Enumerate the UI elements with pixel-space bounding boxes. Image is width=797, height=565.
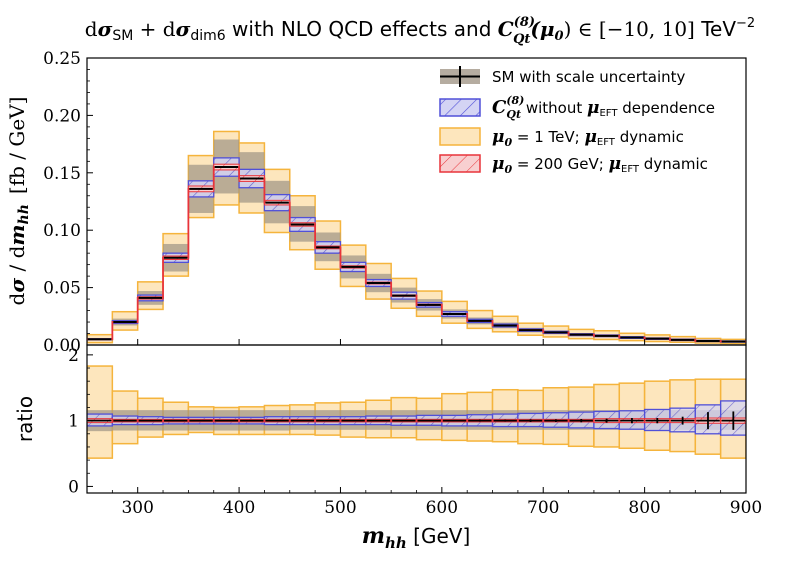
y-top-tick-label-5: 0.25 <box>43 49 81 69</box>
y-axis-label-top: dσ / dmhh [fb / GeV] <box>5 97 32 306</box>
title-plus: + <box>133 17 162 41</box>
legend-orange-post: dynamic <box>615 128 684 146</box>
y-top-tick-label-1: 0.05 <box>43 279 81 299</box>
title-d1: d <box>85 17 98 41</box>
legend-orange-mu: μ <box>584 127 596 147</box>
legend-orange-mu-sub: EFT <box>597 137 616 148</box>
y-axis-label-bottom: ratio <box>13 396 37 442</box>
y-bottom-tick-label-1: 1 <box>68 412 79 432</box>
x-label-var-sub: hh <box>385 534 407 552</box>
legend-red-eq: = 200 GeV; <box>512 155 608 173</box>
legend-blue-coef: C <box>492 97 507 118</box>
title-d2: d <box>163 17 176 41</box>
y-bottom-tick-label-0: 0 <box>68 477 79 497</box>
x-tick-label-2: 500 <box>324 498 356 518</box>
legend-red-mu0: μ <box>492 154 504 174</box>
legend-orange-eq: = 1 TeV; <box>512 128 584 146</box>
legend-blue-post: dependence <box>617 99 715 117</box>
legend-label-red: μ0 = 200 GeV; μEFT dynamic <box>492 154 708 176</box>
y-top-tick-label-2: 0.10 <box>43 221 81 241</box>
title-range: ) ∈ [−10, 10] <box>564 17 702 41</box>
legend-swatch-orange <box>439 127 481 146</box>
legend-item-orange: μ0 = 1 TeV; μEFT dynamic <box>439 127 684 149</box>
x-tick-label-1: 400 <box>223 498 255 518</box>
y-label-var: m <box>5 224 29 245</box>
title-unit-sup: −2 <box>736 16 755 31</box>
legend-orange-mu0: μ <box>492 127 504 147</box>
legend-item-red: μ0 = 200 GeV; μEFT dynamic <box>439 154 708 176</box>
y-label-slash: / d <box>5 245 29 277</box>
title-dim6: dim6 <box>190 28 225 44</box>
legend-swatch-red <box>439 154 481 173</box>
y-top-tick-label-0: 0.00 <box>43 336 81 356</box>
x-tick-label-3: 600 <box>426 498 458 518</box>
axes: 300 400 500 600 700 800 900 0.00 0.05 0.10 0.15 0.2… <box>43 49 762 518</box>
title-sigma2: σ <box>176 17 191 41</box>
y-label-sigma: σ <box>5 278 29 293</box>
legend-item-sm: SM with scale uncertainty <box>440 66 686 87</box>
y-top-tick-label-4: 0.20 <box>43 106 81 126</box>
legend-red-mu0-sub: 0 <box>504 163 512 176</box>
legend-label-blue: C(8) Qt without μEFT dependence <box>492 94 715 121</box>
title-sm: SM <box>112 28 133 44</box>
legend-label-sm: SM with scale uncertainty <box>492 68 686 86</box>
legend-red-mu-sub: EFT <box>621 164 640 175</box>
y-bottom-tick-label-2: 2 <box>68 346 79 366</box>
legend-blue-mu-sub: EFT <box>599 108 618 119</box>
title-mu-sub: 0 <box>555 29 564 44</box>
legend-blue-coef-sup: (8) <box>506 94 524 107</box>
x-tick-label-6: 900 <box>730 498 762 518</box>
legend-blue-pre: without <box>521 99 587 117</box>
legend-blue-mu: μ <box>587 98 599 118</box>
legend-swatch-blue <box>439 98 481 117</box>
title-coef-sup: (8) <box>514 15 535 30</box>
x-axis-label: mhh [GeV] <box>362 523 471 552</box>
legend-red-mu: μ <box>609 154 621 174</box>
title-sigma1: σ <box>98 17 113 41</box>
legend-blue-coef-sub: Qt <box>506 108 521 121</box>
chart-title: dσSM + dσdim6 with NLO QCD effects and C… <box>85 15 755 47</box>
legend-item-blue: C(8) Qt without μEFT dependence <box>439 94 715 121</box>
legend-orange-mu0-sub: 0 <box>504 136 512 149</box>
legend-label-orange: μ0 = 1 TeV; μEFT dynamic <box>492 127 684 149</box>
title-mu: (μ <box>530 17 554 41</box>
x-tick-label-5: 800 <box>628 498 660 518</box>
x-label-var: m <box>362 523 385 549</box>
y-label-d: d <box>5 292 29 305</box>
y-label-var-sub: hh <box>16 204 32 224</box>
x-label-unit: [GeV] <box>407 524 470 548</box>
y-top-tick-label-3: 0.15 <box>43 164 81 184</box>
x-tick-label-0: 300 <box>121 498 153 518</box>
title-middle: with NLO QCD effects and <box>226 17 498 41</box>
top-panel-plot <box>87 130 746 345</box>
legend: SM with scale uncertainty C(8) Qt without… <box>439 66 715 176</box>
title-unit: TeV <box>700 17 736 41</box>
title-coef: C <box>498 17 514 41</box>
title-coef-sub: Qt <box>513 32 530 47</box>
x-tick-label-4: 700 <box>527 498 559 518</box>
y-label-unit: [fb / GeV] <box>5 97 29 195</box>
ratio-panel-plot <box>87 365 746 459</box>
legend-red-post: dynamic <box>639 155 708 173</box>
